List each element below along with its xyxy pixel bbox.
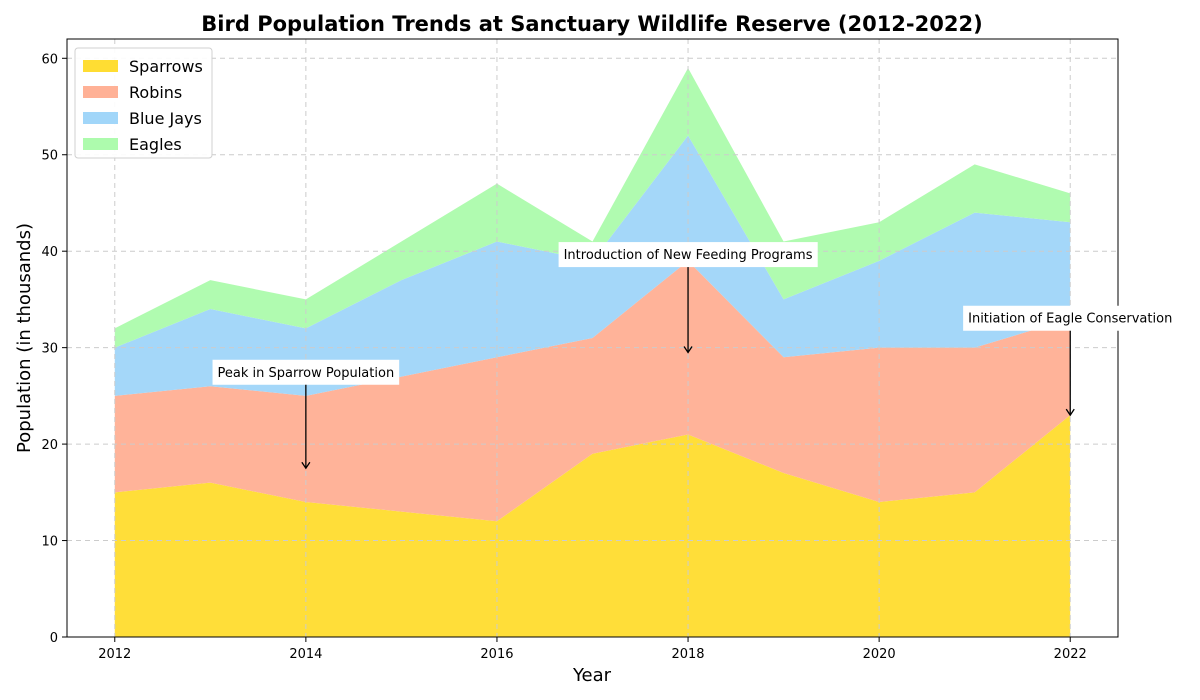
y-tick-label: 50 bbox=[41, 149, 58, 164]
x-axis-ticks: 2012 2014 2016 2018 2020 2022 bbox=[98, 637, 1087, 662]
legend-swatch-eagles bbox=[83, 138, 118, 150]
annotation: Peak in Sparrow Population bbox=[212, 359, 400, 470]
annotation-box bbox=[212, 359, 400, 385]
annotation: Initiation of Eagle Conservation bbox=[963, 305, 1178, 417]
legend-swatch-robins bbox=[83, 86, 118, 98]
x-tick-label: 2014 bbox=[289, 647, 322, 662]
axes-frame bbox=[66, 38, 1119, 638]
y-tick-label: 60 bbox=[41, 52, 58, 67]
y-tick-label: 10 bbox=[41, 535, 58, 550]
legend-swatch-blue-jays bbox=[83, 112, 118, 124]
area-robins bbox=[114, 260, 1071, 522]
legend: Sparrows Robins Blue Jays Eagles bbox=[74, 47, 213, 159]
legend-label-sparrows: Sparrows bbox=[129, 57, 203, 76]
x-axis-label: Year bbox=[572, 665, 612, 686]
x-tick-label: 2020 bbox=[863, 647, 896, 662]
area-eagles bbox=[114, 67, 1071, 348]
y-tick-label: 30 bbox=[41, 342, 58, 357]
y-axis-ticks: 0 10 20 30 40 50 60 bbox=[41, 52, 67, 646]
y-axis-label: Population (in thousands) bbox=[14, 223, 35, 453]
x-tick-label: 2018 bbox=[671, 647, 704, 662]
y-tick-label: 0 bbox=[50, 631, 58, 646]
annotation-text: Introduction of New Feeding Programs bbox=[564, 248, 813, 263]
annotation-text: Initiation of Eagle Conservation bbox=[968, 312, 1172, 327]
legend-box bbox=[74, 47, 213, 159]
y-tick-label: 20 bbox=[41, 438, 58, 453]
annotation: Introduction of New Feeding Programs bbox=[558, 242, 818, 354]
x-tick-label: 2022 bbox=[1054, 647, 1087, 662]
legend-swatch-sparrows bbox=[83, 60, 118, 72]
legend-label-robins: Robins bbox=[129, 83, 182, 102]
y-tick-label: 40 bbox=[41, 245, 58, 260]
annotation-box bbox=[963, 305, 1178, 331]
annotations: Peak in Sparrow Population Introduction o… bbox=[212, 242, 1178, 470]
legend-label-blue-jays: Blue Jays bbox=[129, 109, 202, 128]
legend-label-eagles: Eagles bbox=[129, 135, 182, 154]
annotation-text: Peak in Sparrow Population bbox=[218, 366, 395, 381]
x-tick-label: 2016 bbox=[480, 647, 513, 662]
x-tick-label: 2012 bbox=[98, 647, 131, 662]
axes bbox=[66, 38, 1119, 638]
area-sparrows bbox=[114, 415, 1071, 637]
annotation-box bbox=[558, 242, 818, 268]
chart-title: Bird Population Trends at Sanctuary Wild… bbox=[201, 12, 982, 36]
